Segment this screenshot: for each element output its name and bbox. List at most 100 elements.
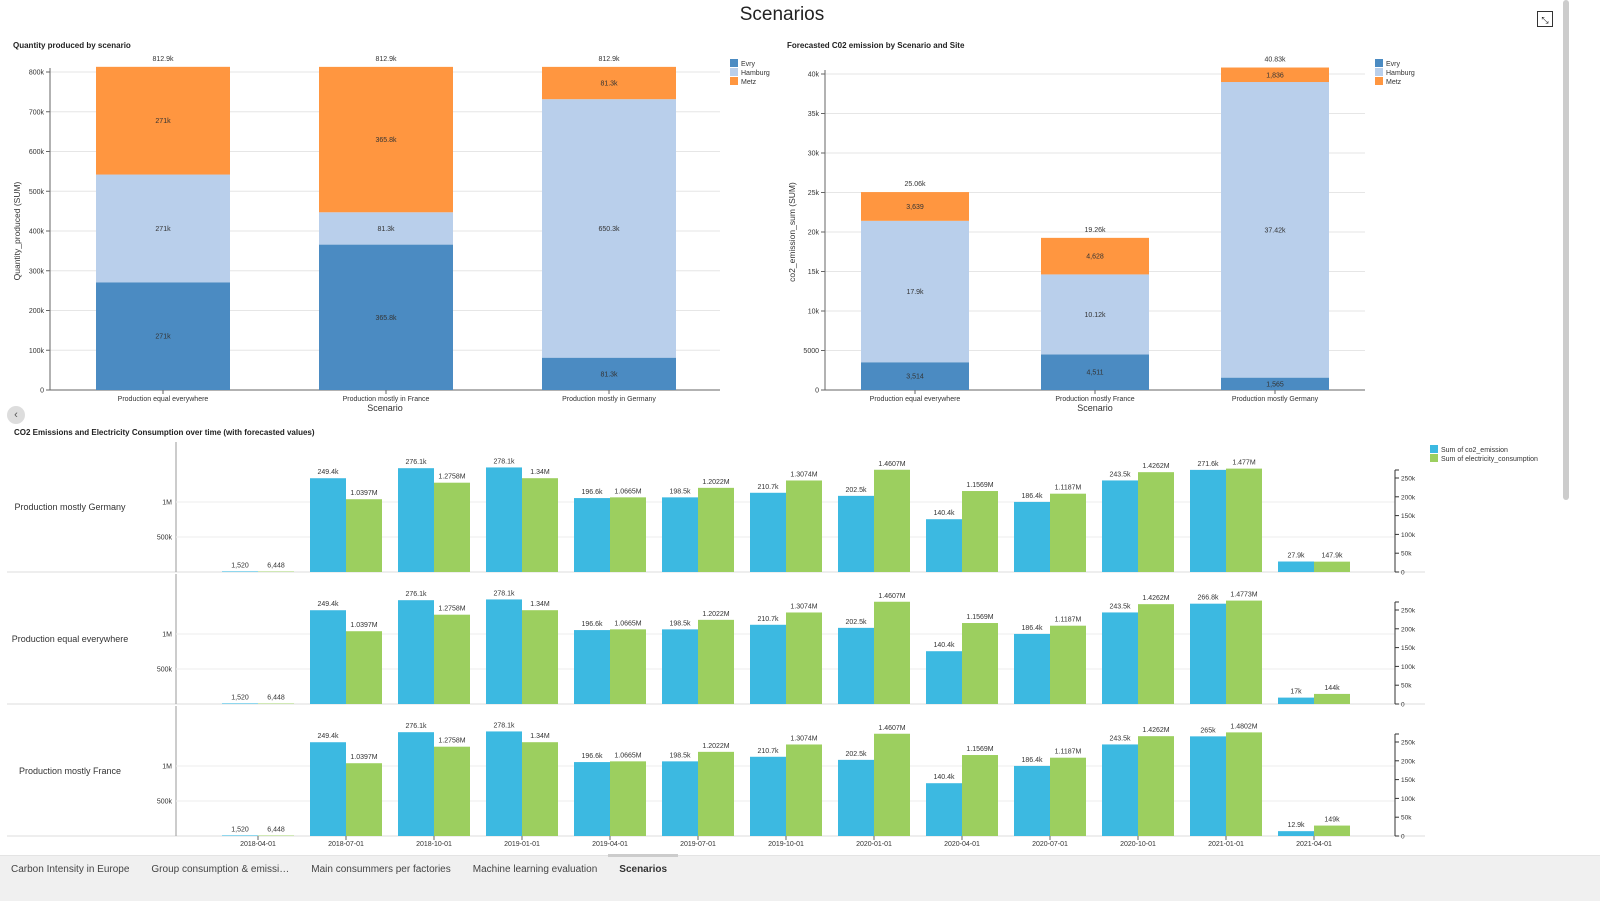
co2-bar xyxy=(310,478,346,572)
x-tick-label: Production mostly Germany xyxy=(1232,396,1319,403)
co2-bar xyxy=(222,835,258,836)
row-label: Production equal everywhere xyxy=(12,634,129,644)
total-label: 19.26k xyxy=(1084,227,1106,234)
data-label: 3,514 xyxy=(906,374,924,381)
x-tick-label: 2019-04-01 xyxy=(592,841,628,848)
co2-data-label: 243.5k xyxy=(1109,735,1131,742)
co2-data-label: 12.9k xyxy=(1287,822,1305,829)
y-axis-title: co2_emission_sum (SUM) xyxy=(787,182,797,282)
co2-bar xyxy=(222,571,258,572)
co2-bar xyxy=(574,762,610,836)
electricity-bar xyxy=(698,488,734,572)
electricity-data-label: 1.3074M xyxy=(790,735,817,742)
electricity-bar xyxy=(874,602,910,704)
x-tick-label: Production mostly in France xyxy=(343,396,430,403)
co2-bar xyxy=(1014,634,1050,704)
co2-data-label: 27.9k xyxy=(1287,553,1305,560)
co2-data-label: 202.5k xyxy=(845,487,867,494)
data-label: 81.3k xyxy=(600,371,618,378)
legend-label: Sum of electricity_consumption xyxy=(1441,456,1538,463)
co2-data-label: 17k xyxy=(1290,689,1302,696)
co2-data-label: 278.1k xyxy=(493,722,515,729)
y-tick-label: 0 xyxy=(815,388,819,395)
electricity-data-label: 1.1569M xyxy=(966,746,993,753)
co2-bar xyxy=(750,493,786,572)
data-label: 81.3k xyxy=(600,81,618,88)
tab-group-consumption[interactable]: Group consumption & emissi… xyxy=(140,856,300,883)
x-tick-label: 2020-04-01 xyxy=(944,841,980,848)
electricity-bar xyxy=(1050,626,1086,704)
co2-bar xyxy=(398,732,434,836)
total-label: 812.9k xyxy=(375,56,397,63)
co2-data-label: 243.5k xyxy=(1109,603,1131,610)
x-tick-label: 2019-01-01 xyxy=(504,841,540,848)
data-label: 271k xyxy=(155,334,171,341)
electricity-data-label: 1.34M xyxy=(530,733,550,740)
co2-data-label: 210.7k xyxy=(757,484,779,491)
y-tick-label: 200k xyxy=(29,308,45,315)
electricity-bar xyxy=(1314,562,1350,572)
co2-data-label: 140.4k xyxy=(933,510,955,517)
co2-data-label: 1,520 xyxy=(231,694,249,701)
electricity-bar xyxy=(346,631,382,704)
electricity-bar xyxy=(522,610,558,704)
electricity-bar xyxy=(610,629,646,704)
co2-bar xyxy=(486,467,522,572)
electricity-data-label: 1.0665M xyxy=(614,488,641,495)
electricity-data-label: 147.9k xyxy=(1321,553,1343,560)
electricity-data-label: 1.3074M xyxy=(790,603,817,610)
right-tick-label: 0 xyxy=(1401,702,1405,709)
co2-bar xyxy=(1014,502,1050,572)
electricity-data-label: 1.0397M xyxy=(350,490,377,497)
co2-data-label: 140.4k xyxy=(933,642,955,649)
co2-data-label: 196.6k xyxy=(581,753,603,760)
electricity-data-label: 1.0397M xyxy=(350,622,377,629)
electricity-bar xyxy=(698,752,734,836)
y-tick-label: 40k xyxy=(808,72,820,79)
tab-machine-learning[interactable]: Machine learning evaluation xyxy=(462,856,609,883)
co2-data-label: 186.4k xyxy=(1021,625,1043,632)
electricity-bar xyxy=(962,755,998,836)
scrollbar[interactable] xyxy=(1563,0,1569,500)
left-tick-label: 1M xyxy=(162,764,172,771)
co2-data-label: 249.4k xyxy=(317,733,339,740)
co2-data-label: 1,520 xyxy=(231,826,249,833)
y-tick-label: 500k xyxy=(29,189,45,196)
electricity-bar xyxy=(1138,604,1174,704)
co2-bar xyxy=(662,629,698,704)
x-tick-label: 2021-01-01 xyxy=(1208,841,1244,848)
tab-carbon-intensity[interactable]: Carbon Intensity in Europe xyxy=(0,856,140,883)
data-label: 271k xyxy=(155,118,171,125)
co2-data-label: 186.4k xyxy=(1021,757,1043,764)
right-tick-label: 250k xyxy=(1401,740,1416,747)
y-tick-label: 30k xyxy=(808,151,820,158)
row-label: Production mostly France xyxy=(19,766,121,776)
co2-data-label: 198.5k xyxy=(669,488,691,495)
electricity-data-label: 1.4607M xyxy=(878,725,905,732)
co2-bar xyxy=(486,599,522,704)
tab-bar: Carbon Intensity in Europe Group consump… xyxy=(0,855,1600,901)
tab-scenarios[interactable]: Scenarios xyxy=(608,856,678,883)
co2-bar xyxy=(750,625,786,704)
legend-swatch xyxy=(730,77,738,85)
co2-data-label: 202.5k xyxy=(845,751,867,758)
y-axis-title: Quantity_produced (SUM) xyxy=(12,181,22,280)
electricity-bar xyxy=(522,478,558,572)
electricity-data-label: 6,448 xyxy=(267,827,285,834)
co2-bar xyxy=(662,761,698,836)
co2-bar xyxy=(574,498,610,572)
electricity-data-label: 1.1187M xyxy=(1055,617,1082,624)
total-label: 25.06k xyxy=(904,181,926,188)
electricity-bar xyxy=(346,499,382,572)
electricity-bar xyxy=(874,470,910,572)
co2-data-label: 202.5k xyxy=(845,619,867,626)
co2-bar xyxy=(1278,831,1314,836)
tab-main-consumers[interactable]: Main consummers per factories xyxy=(300,856,462,883)
co2-bar xyxy=(486,731,522,836)
co2-bar xyxy=(1014,766,1050,836)
co2-data-label: 278.1k xyxy=(493,590,515,597)
legend-label: Sum of co2_emission xyxy=(1441,447,1508,454)
right-tick-label: 250k xyxy=(1401,476,1416,483)
electricity-data-label: 1.1187M xyxy=(1055,485,1082,492)
